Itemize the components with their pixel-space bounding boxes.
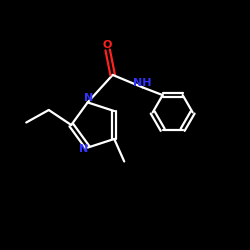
Text: O: O	[103, 40, 112, 50]
Text: N: N	[84, 94, 94, 104]
Text: N: N	[79, 144, 88, 154]
Text: NH: NH	[134, 78, 152, 88]
